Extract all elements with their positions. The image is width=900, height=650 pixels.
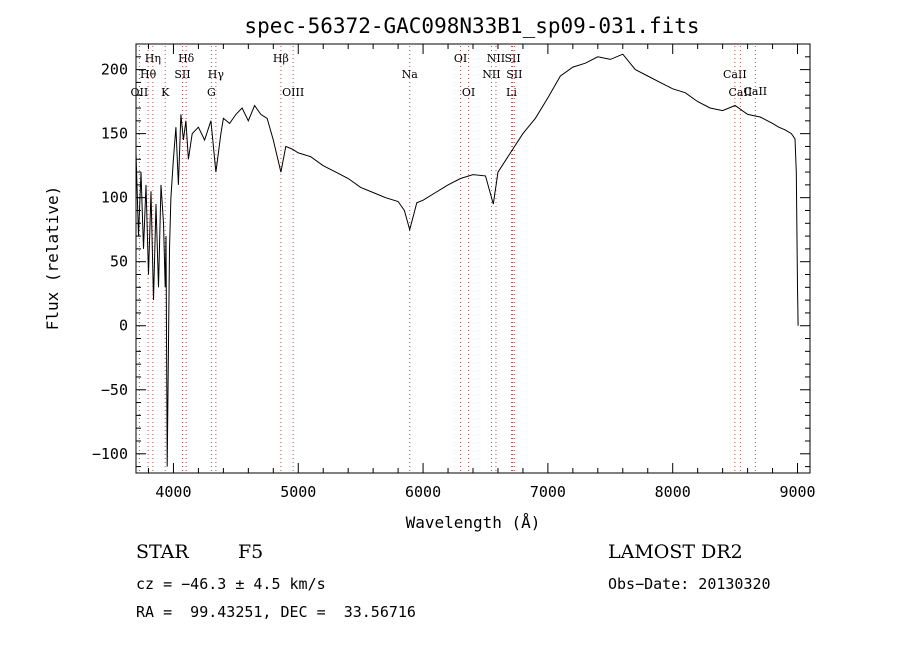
spectral-line-label: G	[207, 86, 216, 99]
spectral-line-markers: OII Hθ Hη K SII Hδ G Hγ Hβ OIII Na OI OI NII NII Li SII S…	[131, 46, 767, 473]
x-tick-label: 9000	[779, 483, 815, 501]
y-tick-label: 100	[101, 189, 128, 207]
class-label: STAR	[136, 541, 189, 563]
plot-frame	[135, 43, 811, 474]
spectral-line-label: SII	[174, 68, 190, 81]
x-tick-label: 5000	[280, 483, 316, 501]
y-tick-label: 50	[110, 253, 128, 271]
x-tick-label: 4000	[155, 483, 191, 501]
x-axis-label: Wavelength (Å)	[406, 513, 541, 532]
spectral-line-label: CaII	[743, 85, 767, 98]
spectral-line-label: Hη	[145, 52, 161, 65]
y-axis-label: Flux (relative)	[43, 186, 62, 331]
y-tick-label: −100	[92, 445, 128, 463]
spectral-line-label: OII	[131, 86, 149, 99]
survey-label: LAMOST DR2	[608, 541, 743, 563]
y-tick-label: 200	[101, 61, 128, 79]
chart-title: spec-56372-GAC098N33B1_sp09-031.fits	[244, 14, 699, 38]
spectral-line-label: Hβ	[273, 52, 289, 65]
spectral-line-label: K	[161, 86, 170, 99]
spectral-line-label: Na	[402, 68, 419, 81]
y-tick-label: 0	[119, 317, 128, 335]
spectral-line-label: Hδ	[178, 52, 195, 65]
x-tick-label: 7000	[530, 483, 566, 501]
spectral-line-label: CaII	[723, 68, 747, 81]
spectral-line-label: Hγ	[208, 68, 225, 81]
spectral-line-label: SII	[504, 52, 520, 65]
spectral-line-label: OI	[454, 52, 467, 65]
redshift-label: cz = −46.3 ± 4.5 km/s	[136, 575, 326, 593]
spectral-line-label: OIII	[282, 86, 304, 99]
obs-date-label: Obs−Date: 20130320	[608, 575, 771, 593]
spectral-line-label: SII	[506, 68, 522, 81]
axis-ticks: 4000 5000 6000 7000 8000 9000 −100 −50 0 50 100 150…	[92, 44, 816, 501]
x-tick-label: 6000	[405, 483, 441, 501]
subclass-label: F5	[238, 541, 264, 563]
spectral-line-label: NII	[482, 68, 500, 81]
x-tick-label: 8000	[655, 483, 691, 501]
spectral-line-label: NII	[487, 52, 505, 65]
spectral-line-label: CaII	[729, 86, 753, 99]
spectral-line-label: Li	[506, 86, 517, 99]
y-tick-label: −50	[101, 381, 128, 399]
spectral-line-label: OI	[462, 86, 475, 99]
spectrum-line	[135, 53, 799, 467]
y-tick-label: 150	[101, 125, 128, 143]
spectral-line-label: Hθ	[140, 68, 157, 81]
coordinates-label: RA = 99.43251, DEC = 33.56716	[136, 603, 416, 621]
